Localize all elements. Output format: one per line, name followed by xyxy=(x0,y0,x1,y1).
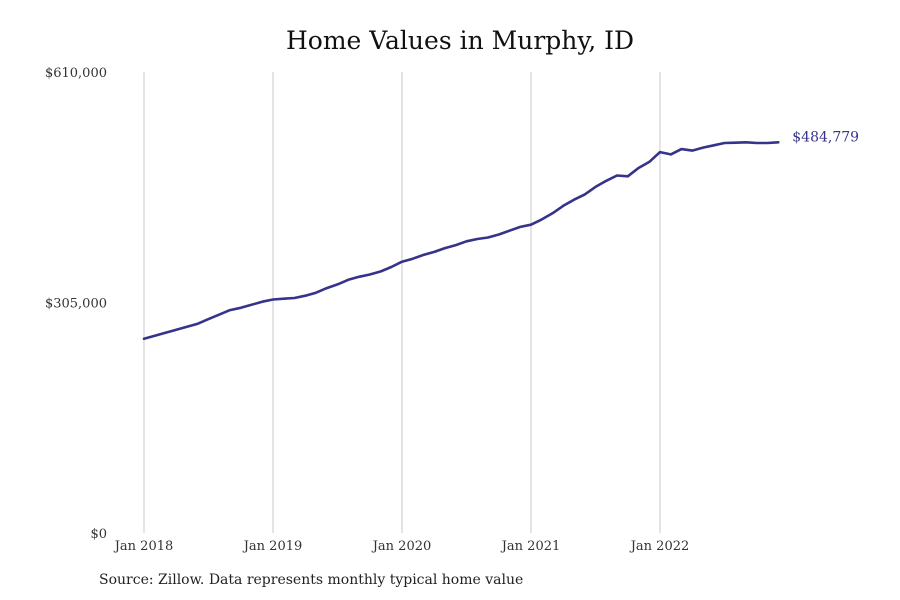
x-tick-label: Jan 2020 xyxy=(371,539,432,554)
x-axis: Jan 2018 Jan 2019 Jan 2020 Jan 2021 Jan 2022 xyxy=(113,539,690,554)
x-tick-label: Jan 2021 xyxy=(500,539,561,554)
x-tick-label: Jan 2022 xyxy=(629,539,690,554)
series-group: $484,779 xyxy=(142,129,859,341)
source-note: Source: Zillow. Data represents monthly … xyxy=(99,572,524,588)
gridlines xyxy=(143,72,661,533)
chart-title: Home Values in Murphy, ID xyxy=(285,26,635,55)
y-tick-label: $610,000 xyxy=(45,66,107,81)
series-line xyxy=(142,141,780,341)
x-tick-label: Jan 2019 xyxy=(242,539,303,554)
y-tick-label: $305,000 xyxy=(45,297,107,312)
end-value-label: $484,779 xyxy=(792,129,859,145)
x-tick-label: Jan 2018 xyxy=(113,539,174,554)
y-axis: $0 $305,000 $610,000 xyxy=(45,66,107,542)
y-tick-label: $0 xyxy=(90,527,107,542)
